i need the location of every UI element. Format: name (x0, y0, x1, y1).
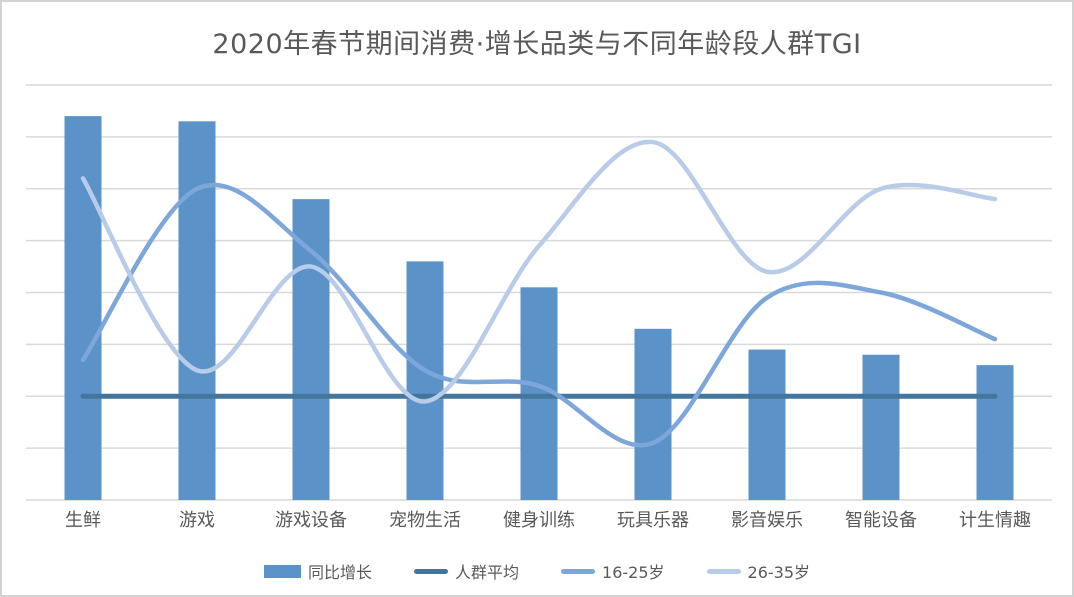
bar-游戏设备 (292, 199, 330, 500)
chart-title: 2020年春节期间消费·增长品类与不同年龄段人群TGI (212, 29, 862, 60)
legend-line-swatch-icon (706, 568, 741, 574)
x-axis-label: 计生情趣 (959, 510, 1031, 531)
x-axis-label: 宠物生活 (389, 510, 461, 531)
x-axis-label: 玩具乐器 (617, 510, 689, 531)
chart-legend: 同比增长 人群平均 16-25岁 26-35岁 (2, 559, 1072, 583)
x-axis-label: 游戏设备 (275, 510, 347, 531)
legend-item-人群平均: 人群平均 (414, 559, 519, 583)
legend-line-swatch-icon (414, 568, 448, 574)
x-axis-label: 生鲜 (65, 510, 101, 531)
bar-影音娱乐 (748, 349, 786, 500)
x-axis-label: 游戏 (179, 510, 215, 531)
legend-label: 人群平均 (455, 563, 520, 582)
legend-bar-swatch-icon (263, 564, 301, 578)
legend-line-swatch-icon (561, 568, 596, 574)
line-16-25岁 (80, 182, 998, 448)
bar-智能设备 (862, 354, 900, 500)
legend-item-26-35岁: 26-35岁 (706, 559, 811, 583)
legend-label: 同比增长 (307, 563, 372, 582)
legend-label: 26-35岁 (747, 563, 811, 582)
line-26-35岁 (80, 139, 998, 404)
legend-item-同比增长: 同比增长 (263, 559, 372, 583)
bar-玩具乐器 (634, 328, 672, 500)
x-axis-label: 智能设备 (845, 510, 917, 531)
x-axis-label: 健身训练 (503, 510, 575, 531)
legend-label: 16-25岁 (602, 563, 665, 582)
bar-游戏 (178, 121, 216, 500)
bar-生鲜 (64, 116, 102, 500)
bar-计生情趣 (976, 365, 1014, 500)
x-axis-label: 影音娱乐 (731, 510, 803, 531)
bar-宠物生活 (406, 261, 444, 500)
legend-item-16-25岁: 16-25岁 (561, 559, 665, 583)
